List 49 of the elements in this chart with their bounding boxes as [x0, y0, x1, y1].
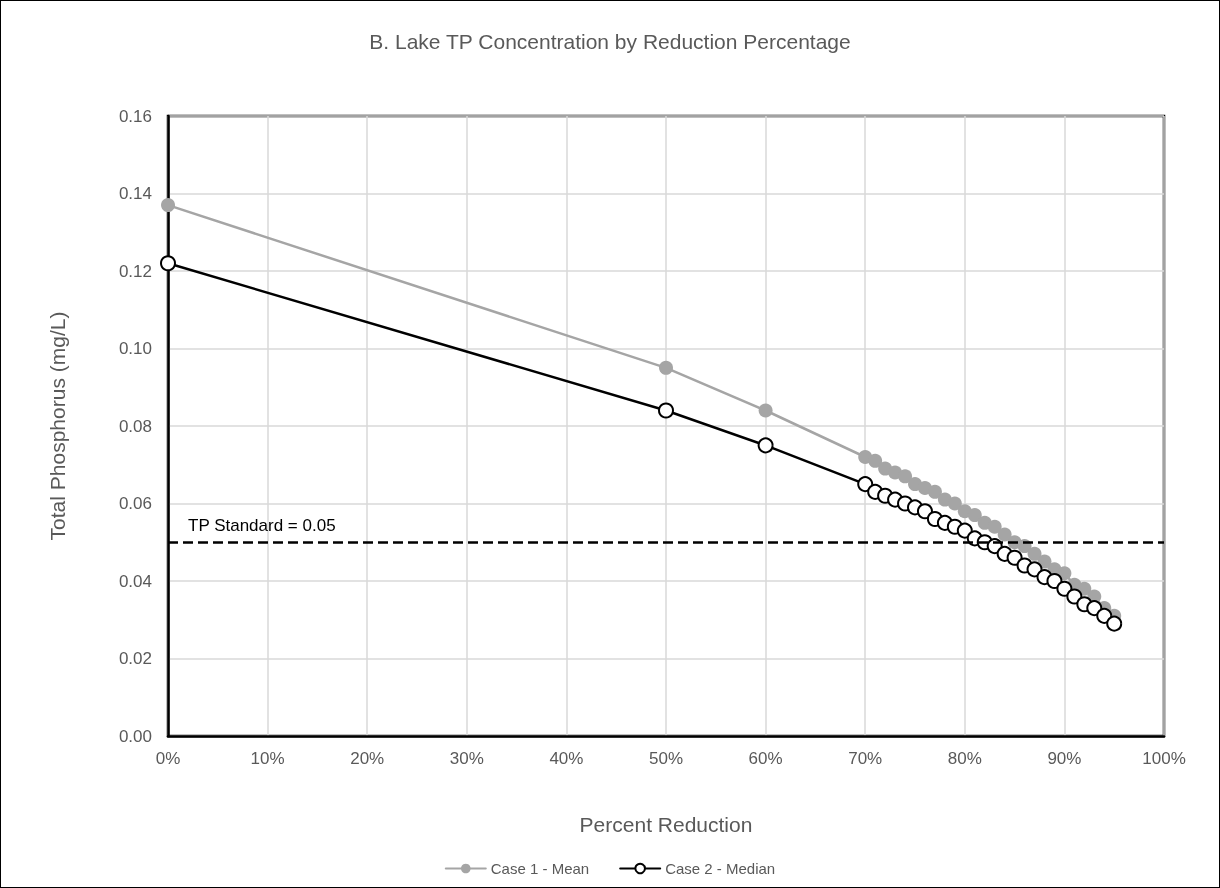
point	[1086, 600, 1103, 617]
y-tick-label: 0.16	[118, 106, 152, 126]
y-tick-label: 0.06	[118, 494, 152, 513]
point	[987, 519, 1002, 534]
x-tick-label: 30%	[449, 749, 484, 768]
point	[1066, 588, 1083, 605]
x-tick-label: 20%	[350, 749, 385, 768]
point	[658, 402, 674, 419]
y-tick-label: 0.10	[118, 339, 152, 358]
x-tick-label: 40%	[549, 749, 584, 768]
x-tick-label: 90%	[1047, 749, 1082, 768]
y-tick-label: 0.08	[118, 416, 152, 436]
x-axis-title: Percent Reduction	[579, 813, 753, 836]
x-tick-label: 80%	[947, 749, 982, 768]
point	[947, 496, 962, 511]
point	[659, 360, 673, 375]
x-tick-label: 70%	[848, 749, 883, 768]
point	[758, 403, 773, 418]
x-tick-label: 60%	[748, 749, 783, 768]
chart-title: B. Lake TP Concentration by Reduction Percentage	[369, 30, 851, 53]
point	[757, 437, 774, 454]
point	[898, 469, 913, 484]
y-tick-label: 0.00	[118, 726, 152, 746]
legend-label: Case 2 - Median	[665, 860, 776, 877]
point	[916, 503, 933, 520]
point	[1026, 561, 1043, 578]
x-tick-label: 100%	[1142, 749, 1186, 768]
x-tick-label: 10%	[250, 749, 285, 768]
y-tick-label: 0.02	[118, 649, 152, 668]
point	[857, 476, 874, 493]
point	[967, 508, 982, 523]
y-tick-label: 0.04	[118, 571, 152, 591]
legend-label: Case 1 - Mean	[490, 860, 590, 877]
y-tick-label: 0.12	[118, 261, 152, 281]
point	[927, 484, 942, 499]
point	[1057, 566, 1072, 581]
x-tick-label: 50%	[648, 749, 684, 768]
point	[1056, 580, 1073, 597]
point	[997, 527, 1012, 542]
y-tick-label: 0.14	[118, 184, 152, 203]
point	[1096, 607, 1113, 624]
y-axis-title: Total Phosphorus (mg/L)	[46, 311, 69, 541]
point	[161, 198, 175, 213]
point	[1027, 546, 1042, 561]
point	[868, 453, 883, 468]
x-tick-label: 0%	[155, 749, 181, 768]
point	[1106, 615, 1123, 632]
point	[160, 255, 176, 272]
ref-line-label: TP Standard = 0.05	[188, 516, 336, 536]
